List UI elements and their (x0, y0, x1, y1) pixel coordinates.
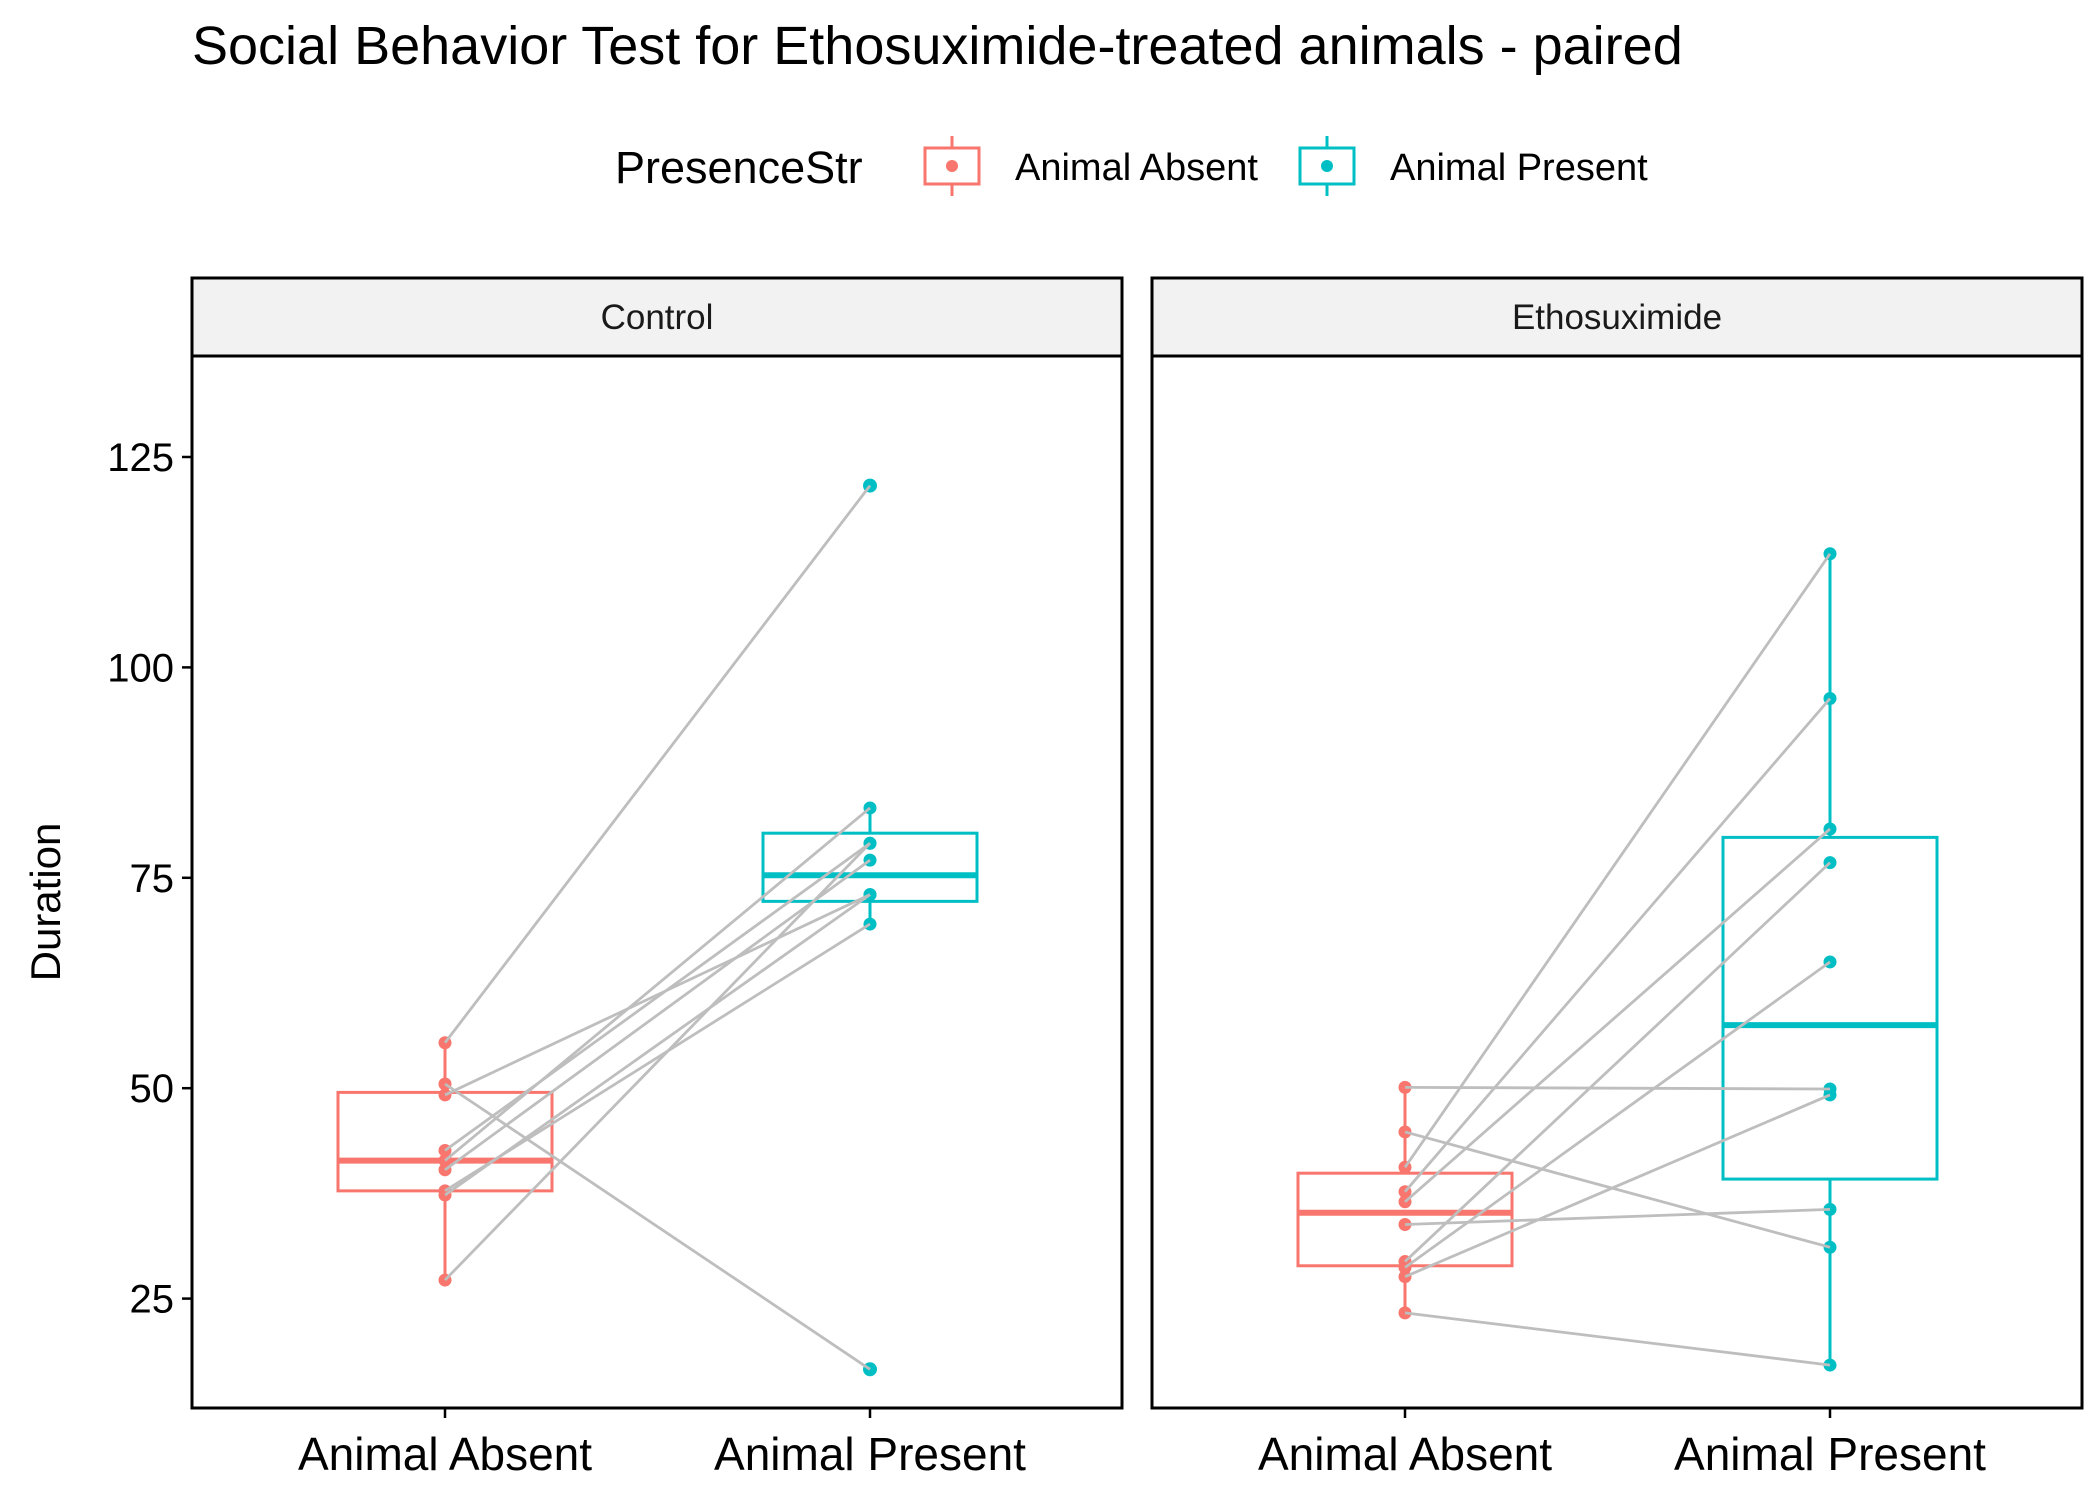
legend-key-point (1321, 160, 1333, 172)
paired-lines (443, 484, 872, 1371)
facet-panel (192, 356, 1122, 1408)
paired-line (1404, 827, 1831, 1203)
paired-line (444, 806, 871, 1162)
y-tick-label-100: 100 (107, 646, 174, 690)
facet-ethosuximide: Ethosuximide Animal Absent Animal Present (1150, 276, 2084, 1480)
facet-panel-border (1150, 354, 2084, 1410)
x-tick-label-animal-absent: Animal Absent (298, 1428, 592, 1480)
paired-line (1404, 1130, 1831, 1249)
paired-line (444, 1082, 871, 1371)
legend-item-animal-present: Animal Present (1298, 136, 1648, 196)
paired-line (444, 893, 871, 1097)
legend-key-point (946, 160, 958, 172)
paired-line (1404, 1093, 1831, 1278)
facet-panel (1152, 356, 2082, 1408)
box-iqr (1721, 835, 1939, 1181)
legend-label-animal-present: Animal Present (1390, 147, 1648, 189)
legend-key-box (1298, 146, 1356, 186)
facet-strip (1150, 276, 2084, 358)
paired-line (1404, 960, 1831, 1269)
y-tick-label-75: 75 (130, 857, 175, 901)
y-tick-label-125: 125 (107, 436, 174, 480)
x-tick-label-animal-absent: Animal Absent (1258, 1428, 1552, 1480)
paired-line (443, 842, 872, 1282)
paired-lines (1403, 552, 1832, 1367)
paired-line (1404, 1311, 1831, 1367)
x-tick-label-animal-present: Animal Present (1674, 1428, 1986, 1480)
legend-item-animal-absent: Animal Absent (923, 136, 1258, 196)
facet-strip-label: Control (601, 298, 714, 337)
facet-strip (190, 276, 1124, 358)
legend-label-animal-absent: Animal Absent (1015, 147, 1258, 189)
paired-line (1404, 1207, 1831, 1226)
legend: PresenceStr Animal Absent Animal Present (615, 136, 1648, 196)
paired-line (443, 484, 872, 1044)
y-tick-label-25: 25 (130, 1278, 175, 1322)
y-tick-label-50: 50 (130, 1067, 175, 1111)
y-axis: 25 50 75 100 125 (107, 436, 192, 1322)
paired-line (1404, 1085, 1831, 1091)
paired-line (1404, 861, 1831, 1263)
facet-strip-label: Ethosuximide (1512, 298, 1722, 337)
x-tick-label-animal-present: Animal Present (714, 1428, 1026, 1480)
facet-panel-border (190, 354, 1124, 1410)
paired-line (1403, 697, 1832, 1193)
chart-title: Social Behavior Test for Ethosuximide-tr… (192, 16, 1683, 76)
paired-line (444, 858, 871, 1171)
facet-control: Control Animal Absent Animal Present (190, 276, 1124, 1480)
paired-line (1403, 552, 1832, 1169)
legend-title: PresenceStr (615, 142, 863, 193)
paired-line (444, 842, 871, 1152)
paired-line (444, 893, 871, 1197)
y-axis-label: Duration (22, 823, 69, 982)
